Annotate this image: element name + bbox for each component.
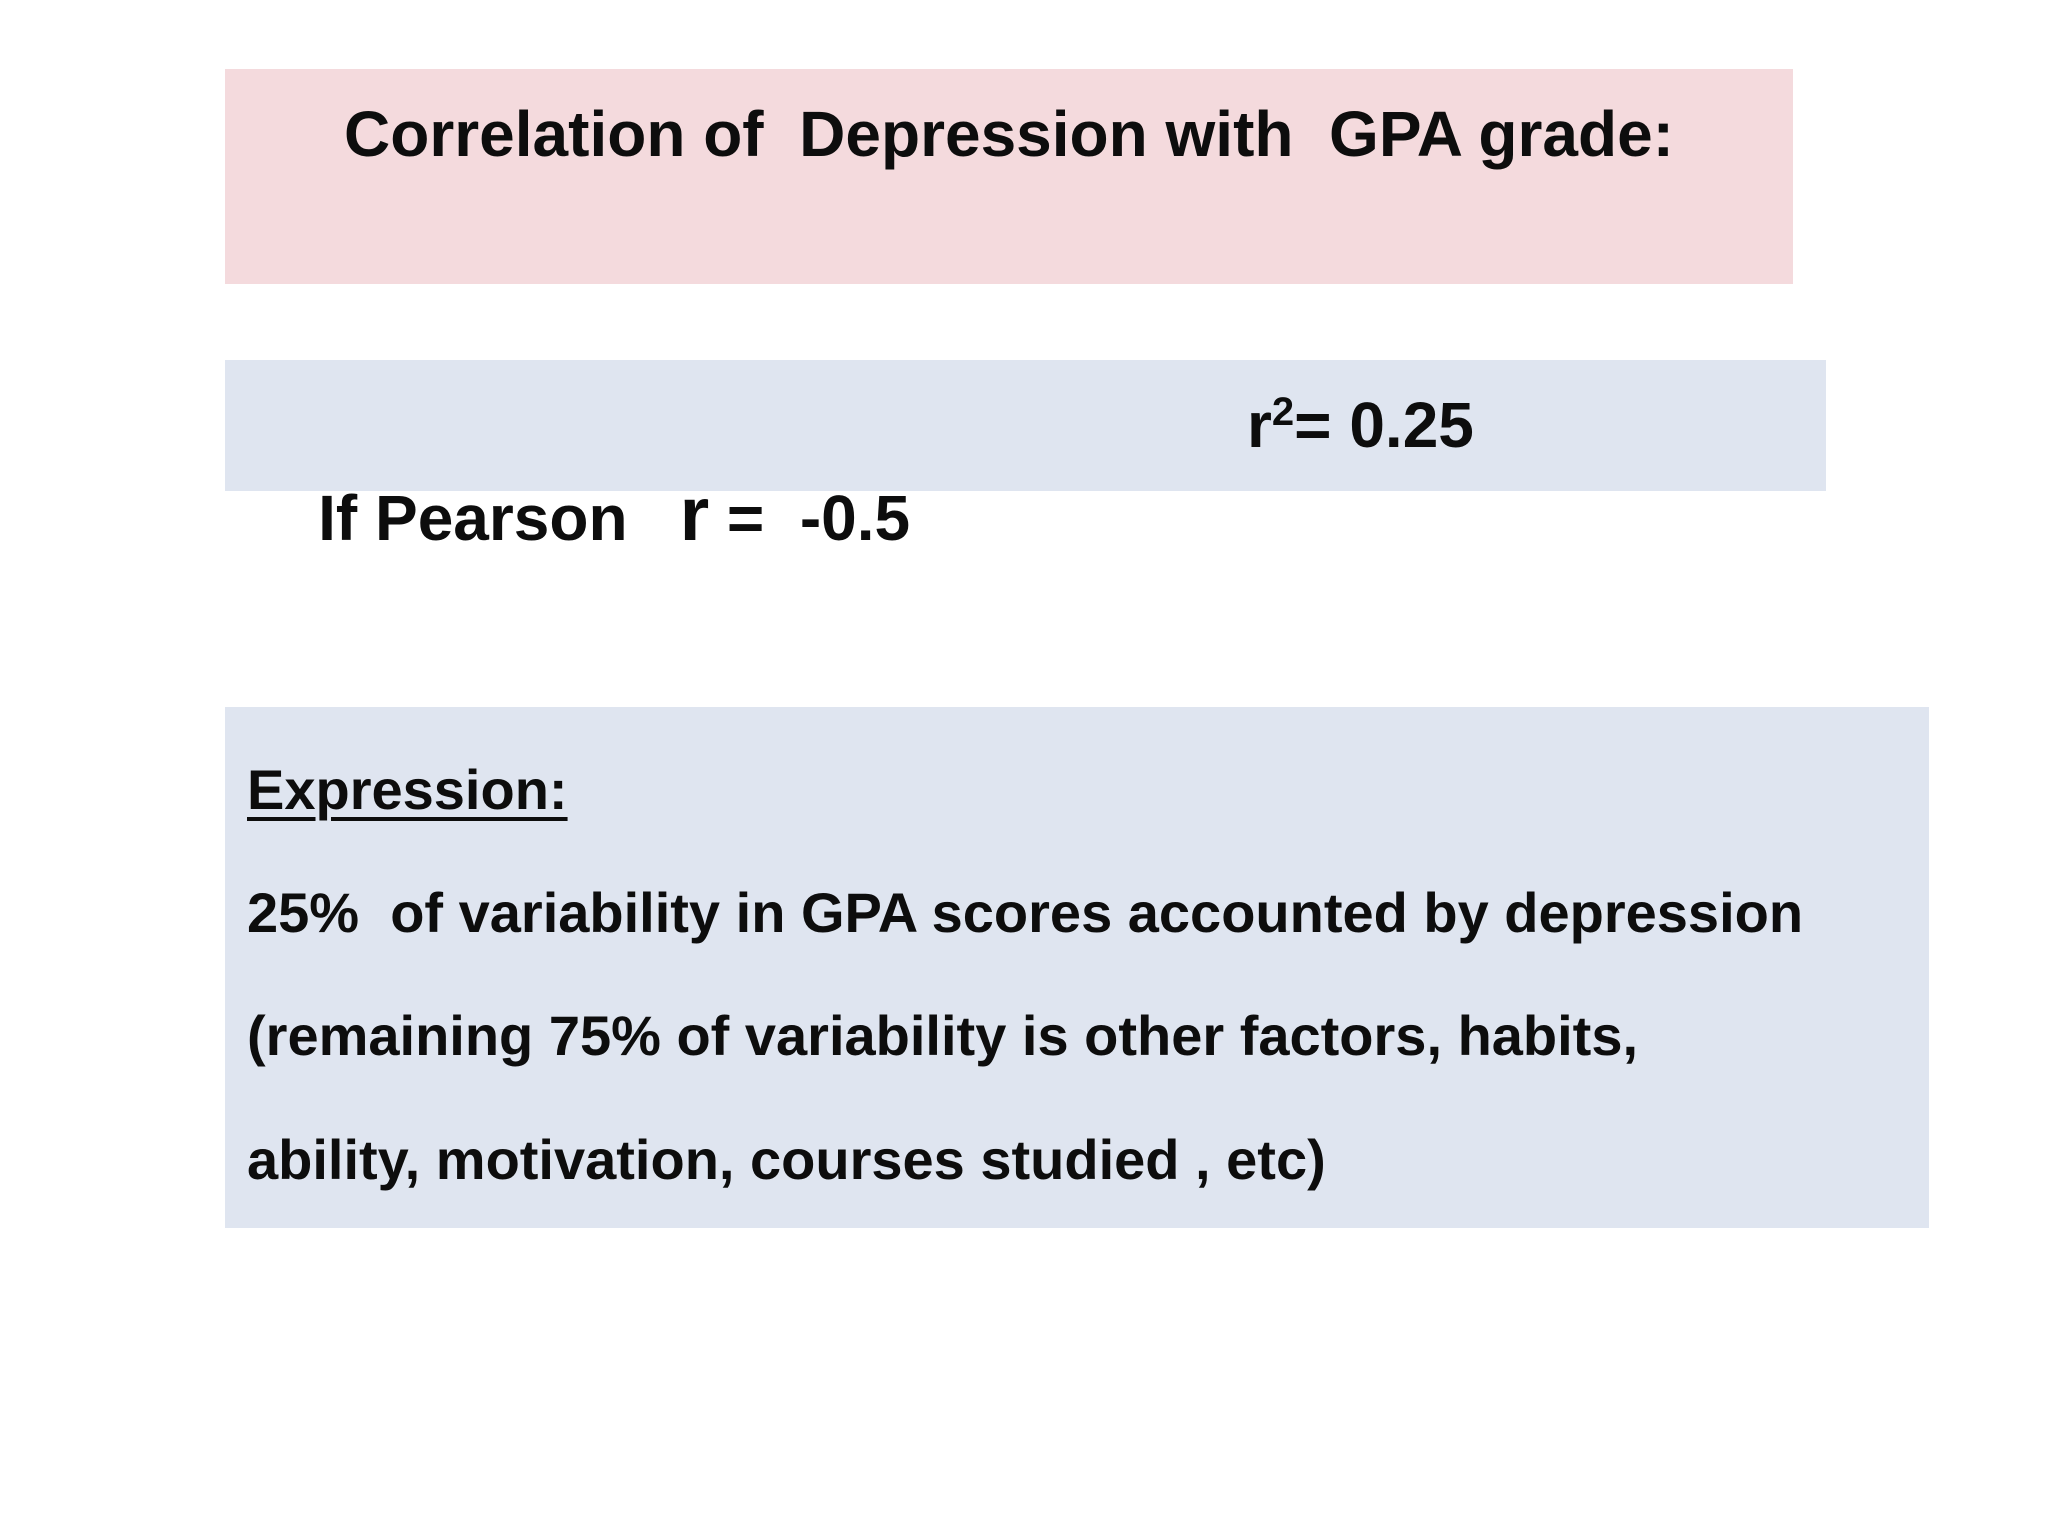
r-value: = -0.5 bbox=[709, 482, 911, 554]
r2-base: r bbox=[1247, 389, 1272, 461]
pearson-box: If Pearson r = -0.5 r2= 0.25 bbox=[225, 360, 1826, 557]
pearson-statement: If Pearson r = -0.5 bbox=[247, 380, 910, 653]
r-letter: r bbox=[679, 472, 710, 557]
title-box: Correlation of Depression with GPA grade… bbox=[225, 69, 1793, 284]
expression-heading: Expression: bbox=[247, 758, 568, 821]
pearson-r-value: r = -0.5 bbox=[680, 470, 911, 563]
r2-exponent: 2 bbox=[1271, 390, 1295, 434]
expression-line: 25% of variability in GPA scores account… bbox=[247, 881, 1804, 944]
expression-box: Expression: 25% of variability in GPA sc… bbox=[225, 707, 1929, 1228]
r2-value: = 0.25 bbox=[1294, 389, 1474, 461]
r-squared: r2= 0.25 bbox=[1247, 380, 1474, 470]
slide-title: Correlation of Depression with GPA grade… bbox=[344, 98, 1674, 170]
expression-line: ability, motivation, courses studied , e… bbox=[247, 1128, 1326, 1191]
pearson-label: If Pearson bbox=[318, 482, 628, 554]
expression-line: (remaining 75% of variability is other f… bbox=[247, 1004, 1639, 1067]
